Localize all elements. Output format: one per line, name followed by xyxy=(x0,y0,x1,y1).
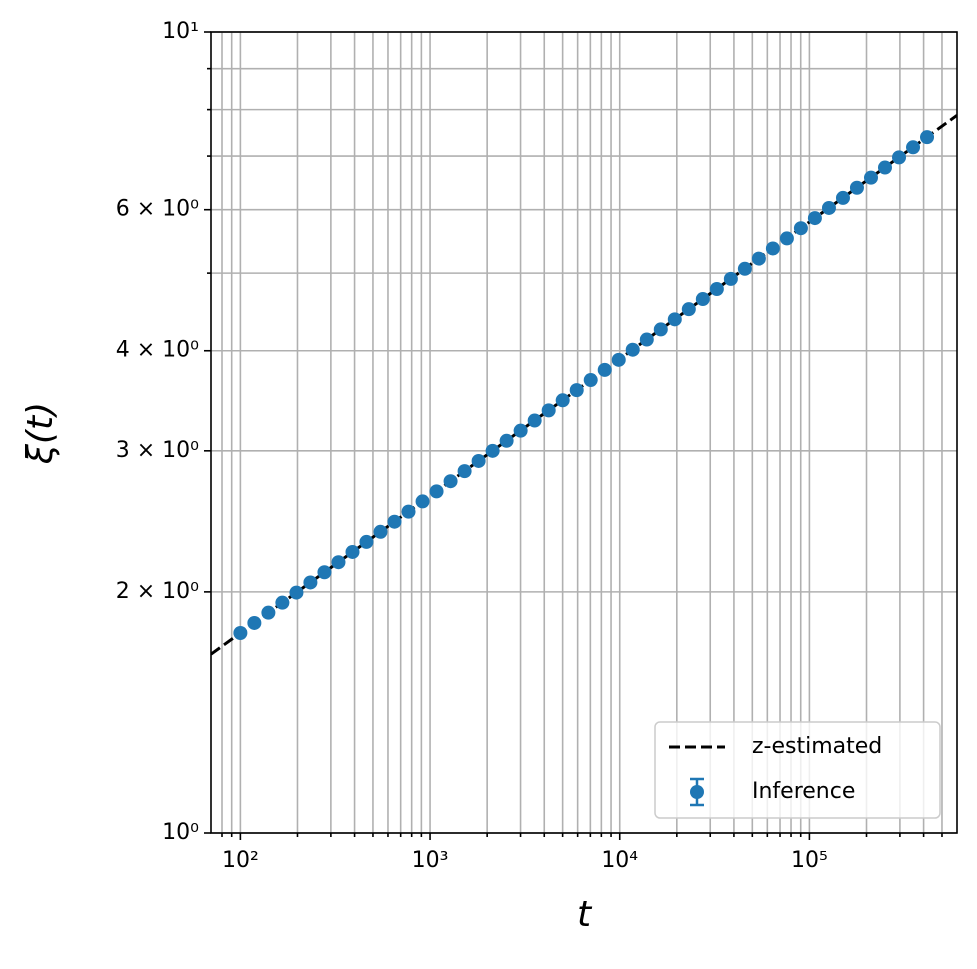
data-point xyxy=(359,534,374,549)
data-point xyxy=(681,302,696,317)
data-point xyxy=(457,464,472,479)
data-point xyxy=(709,281,724,296)
data-point xyxy=(849,180,864,195)
data-point xyxy=(261,605,276,620)
data-point xyxy=(920,130,935,145)
grid xyxy=(211,31,957,834)
data-point xyxy=(527,413,542,428)
legend-label: Inference xyxy=(752,779,855,804)
legend-label: z-estimated xyxy=(752,734,882,759)
y-tick-label: 3 × 10⁰ xyxy=(116,438,199,463)
plot-frame xyxy=(210,31,958,834)
x-tick-label: 10³ xyxy=(412,848,449,873)
data-point xyxy=(499,433,514,448)
data-point xyxy=(443,474,458,489)
data-point xyxy=(625,342,640,357)
data-point xyxy=(779,231,794,246)
data-point xyxy=(541,403,556,418)
data-point xyxy=(275,595,290,610)
data-point xyxy=(737,261,752,276)
data-point xyxy=(793,221,808,236)
x-axis-label: t xyxy=(577,894,593,935)
data-point xyxy=(513,423,528,438)
data-point xyxy=(583,373,598,388)
data-point xyxy=(765,241,780,256)
data-point xyxy=(331,555,346,570)
x-tick-label: 10⁴ xyxy=(601,848,638,873)
data-point xyxy=(303,575,318,590)
y-axis-label: ξ(t) xyxy=(20,402,61,465)
data-point xyxy=(415,494,430,509)
x-tick-label: 10² xyxy=(222,848,259,873)
data-point xyxy=(233,626,248,641)
x-tick-label: 10⁵ xyxy=(791,848,828,873)
legend: z-estimated Inference xyxy=(654,721,941,819)
data-point xyxy=(892,150,907,165)
y-tick-label: 2 × 10⁰ xyxy=(116,579,199,604)
data-point xyxy=(345,544,360,559)
legend-swatch xyxy=(690,785,704,799)
data-point xyxy=(289,585,304,600)
data-point xyxy=(835,190,850,205)
data-point xyxy=(877,160,892,175)
data-point xyxy=(611,352,626,367)
y-tick-label: 6 × 10⁰ xyxy=(116,197,199,222)
data-point xyxy=(429,484,444,499)
data-point xyxy=(751,251,766,266)
y-tick-label: 10¹ xyxy=(162,19,199,44)
data-point xyxy=(639,332,654,347)
data-point xyxy=(667,312,682,327)
data-point xyxy=(569,383,584,398)
data-point xyxy=(695,292,710,307)
y-tick-label: 4 × 10⁰ xyxy=(116,338,199,363)
y-tick-label: 10⁰ xyxy=(162,820,199,845)
data-point xyxy=(807,211,822,226)
data-point xyxy=(863,170,878,185)
data-point xyxy=(723,271,738,286)
data-point xyxy=(317,565,332,580)
data-point xyxy=(906,140,921,155)
data-point xyxy=(485,443,500,458)
data-point xyxy=(555,393,570,408)
data-point xyxy=(653,322,668,337)
data-point xyxy=(401,504,416,519)
data-point xyxy=(373,524,388,539)
data-point xyxy=(387,514,402,529)
data-point xyxy=(247,615,262,630)
data-point xyxy=(597,362,612,377)
legend-box xyxy=(654,721,941,819)
data-point xyxy=(821,200,836,215)
data-point xyxy=(471,453,486,468)
